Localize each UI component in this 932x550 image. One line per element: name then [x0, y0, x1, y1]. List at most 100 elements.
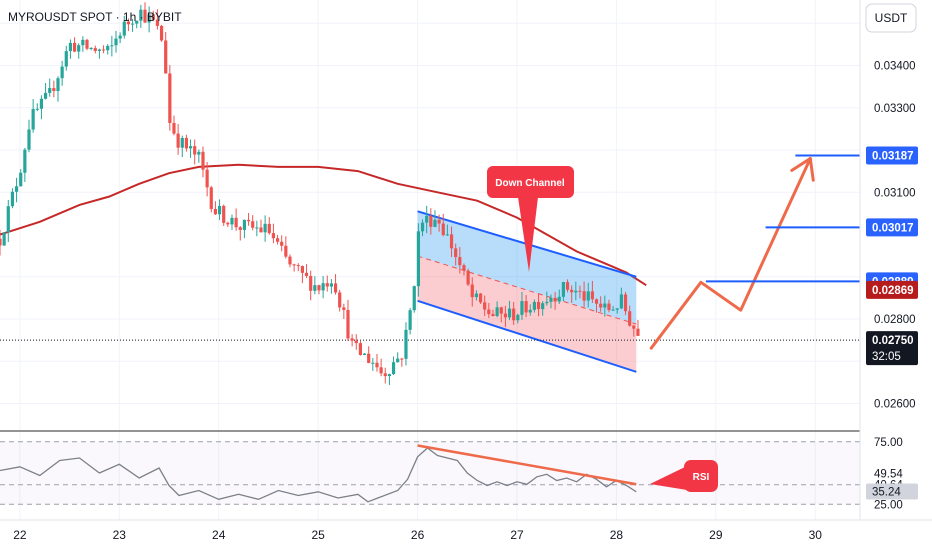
- last-price-tag-box[interactable]: [866, 331, 918, 366]
- candle-body: [507, 308, 512, 318]
- candle-body: [27, 129, 31, 150]
- candle-body: [420, 222, 425, 232]
- candle-body: [317, 285, 321, 291]
- candle-body: [536, 301, 541, 310]
- candle-body: [362, 353, 367, 356]
- candle-body: [454, 248, 458, 258]
- price-level-tag: 0.03187: [872, 150, 914, 162]
- candle-body: [375, 362, 379, 368]
- candle-body: [462, 265, 466, 271]
- candle-body: [159, 25, 164, 41]
- candle-body: [56, 78, 60, 92]
- candle-body: [172, 123, 176, 134]
- candle-body: [458, 257, 462, 266]
- currency-badge-box[interactable]: [865, 3, 917, 33]
- price-tick-label: 0.03400: [874, 60, 916, 72]
- candle-body: [470, 284, 474, 298]
- candle-body: [565, 282, 570, 290]
- candle-body: [499, 307, 503, 314]
- candle-body: [516, 314, 520, 321]
- candle-body: [251, 221, 255, 228]
- candle-body: [611, 309, 615, 311]
- candle-body: [520, 301, 524, 315]
- time-tick-label: 24: [212, 528, 226, 542]
- candle-body: [495, 307, 499, 316]
- channel-upper-zone: [417, 211, 637, 325]
- time-tick-label: 22: [13, 528, 27, 542]
- candle-body: [528, 309, 532, 313]
- price-axis[interactable]: 0.03400 0.03300 0.03100 0.02800 0.02600 0.031…: [866, 60, 918, 411]
- candle-body: [503, 313, 507, 318]
- candle-body: [31, 109, 35, 130]
- candle-body: [197, 151, 201, 155]
- candle-body: [338, 292, 342, 308]
- rsi-panel: [0, 441, 860, 505]
- candle-body: [52, 88, 56, 92]
- candle-body: [313, 285, 317, 291]
- candle-body: [205, 169, 209, 188]
- candle-body: [135, 20, 139, 24]
- candle-body: [379, 367, 383, 374]
- candle-body: [325, 283, 329, 287]
- candle-body: [180, 137, 184, 148]
- candle-body: [263, 223, 267, 233]
- price-level-tag-box[interactable]: [866, 146, 918, 165]
- candle-body: [68, 42, 73, 52]
- candle-body: [72, 42, 77, 52]
- candle-body: [354, 340, 358, 344]
- candle-body: [607, 303, 611, 311]
- ma-price-tag-box[interactable]: [866, 280, 918, 299]
- forecast-line: [649, 157, 812, 350]
- candle-body: [267, 223, 271, 234]
- candle-body: [329, 283, 334, 287]
- candle-body: [304, 272, 309, 276]
- candle-body: [619, 294, 623, 309]
- candle-body: [483, 302, 487, 310]
- candle-body: [155, 19, 160, 26]
- candle-body: [628, 311, 632, 326]
- candle-body: [60, 66, 64, 79]
- candle-body: [416, 231, 421, 287]
- candle-body: [615, 308, 619, 310]
- candle-body: [582, 291, 586, 301]
- candle-body: [193, 146, 197, 155]
- candle-body: [209, 187, 213, 209]
- candle-body: [110, 45, 114, 47]
- candle-body: [594, 299, 599, 304]
- candle-body: [93, 48, 97, 51]
- candle-body: [188, 146, 193, 149]
- moving-average-line: [0, 163, 647, 287]
- rsi-value-tag: 35.24: [872, 486, 901, 498]
- candle-body: [48, 88, 52, 93]
- candle-body: [242, 219, 247, 230]
- candle-body: [176, 133, 180, 148]
- candle-body: [101, 49, 106, 51]
- candle-body: [586, 291, 590, 301]
- last-price-tag: 0.02750: [872, 335, 914, 347]
- candle-body: [574, 290, 578, 293]
- grid-lines: [0, 0, 860, 520]
- candle-body: [275, 238, 280, 242]
- candle-body: [512, 308, 516, 321]
- candle-body: [524, 301, 528, 313]
- candle-body: [445, 234, 449, 236]
- candle-body: [271, 233, 276, 239]
- candle-body: [367, 353, 371, 364]
- candle-body: [474, 293, 478, 298]
- price-tick-label: 0.02600: [874, 399, 916, 411]
- candle-body: [246, 219, 251, 222]
- rsi-callout: RSI: [650, 460, 718, 492]
- channel-lower-line: [417, 299, 637, 373]
- price-tick-label: 0.02800: [874, 314, 916, 326]
- rsi-tick-label: 25.00: [874, 499, 903, 511]
- price-level-tag-box[interactable]: [866, 218, 918, 237]
- candle-body: [412, 286, 416, 311]
- time-tick-label: 23: [113, 528, 127, 542]
- time-axis[interactable]: 22 23 24 25 26 27 28 29 30: [13, 528, 822, 542]
- candle-body: [222, 205, 226, 223]
- candle-body: [570, 289, 574, 293]
- forecast-arrow: [649, 156, 815, 350]
- candlesticks: [0, 2, 640, 386]
- candle-body: [466, 270, 470, 285]
